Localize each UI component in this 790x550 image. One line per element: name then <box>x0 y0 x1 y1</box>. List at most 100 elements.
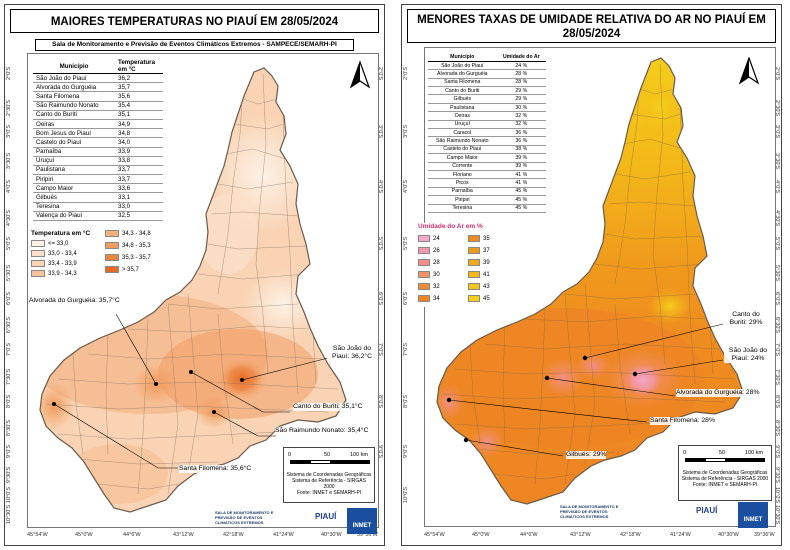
lon-label: 39°36'W <box>754 532 775 538</box>
cell-value: 35,6 <box>115 91 163 102</box>
legend-item: 32 <box>418 283 440 290</box>
column-header-umidade: Umidade do Ar <box>496 53 546 62</box>
legend-item: 45 <box>468 295 490 302</box>
cell-municipio: Bom Jesus do Piauí <box>33 128 115 139</box>
table-row: São Raimundo Nonato 36 % <box>428 136 546 146</box>
cell-municipio: Uruçuí <box>428 120 497 130</box>
table-row: Caracol 36 % <box>428 128 546 138</box>
legend-label: 28 <box>433 259 440 266</box>
legend-label: 34,3 - 34,8 <box>122 230 151 237</box>
legend-item: 30 <box>418 271 440 278</box>
legend-label: 24 <box>433 235 440 242</box>
lat-label: 3°30'S <box>6 153 12 170</box>
lat-label: 9°0'S <box>377 445 383 459</box>
lat-label: 3°0'S <box>6 125 12 139</box>
cell-municipio: Santa Filomena <box>33 91 115 102</box>
cell-municipio: São João do Piauí <box>33 73 115 84</box>
cell-municipio: Valença do Piauí <box>33 211 115 222</box>
cell-value: 41 % <box>496 178 546 188</box>
map-info-line: Sistema de Coordenadas Geográficas <box>682 470 768 476</box>
cell-value: 36,2 <box>115 73 163 84</box>
lat-label: 8°30'S <box>774 420 780 437</box>
cell-value: 33,1 <box>115 192 163 203</box>
table-row: Santa Filomena 28 % <box>428 78 546 88</box>
legend-label: 35 <box>483 235 490 242</box>
scale-tick: 100 km <box>745 450 764 456</box>
cell-municipio: São Raimundo Nonato <box>33 101 115 111</box>
north-arrow-icon <box>349 61 371 89</box>
cell-municipio: São Raimundo Nonato <box>428 136 497 146</box>
legend-item: 35,3 - 35,7 <box>105 254 151 261</box>
map-info-line: Sistema de Referência - SIRGAS 2000 <box>681 476 769 482</box>
cell-value: 33,6 <box>115 183 163 194</box>
lat-label: 4°0'S <box>774 180 780 194</box>
humidity-map-title: MENORES TAXAS DE UMIDADE RELATIVA DO AR … <box>407 9 776 43</box>
callout-sao-joao: São João do Piauí: 24% <box>724 347 772 363</box>
cell-value: 33,7 <box>115 165 163 176</box>
lat-label: 10°0'S <box>403 487 409 504</box>
legend-swatch <box>468 295 480 302</box>
table-row: Campo Maior 33,6 <box>33 183 163 194</box>
lon-label: 43°12'W <box>173 532 194 538</box>
lat-label: 8°0'S <box>774 395 780 409</box>
callout-canto: Canto do Buriti: 29% <box>724 311 768 327</box>
lat-label: 7°30'S <box>6 369 12 386</box>
scale-legend: 0 50 100 km Sistema de Coordenadas Geogr… <box>678 445 772 501</box>
table-row: Alvorada do Gurguéia 28 % <box>428 69 546 79</box>
cell-value: 34,9 <box>115 119 163 130</box>
cell-municipio: Oeiras <box>33 119 115 130</box>
legend-item: 26 <box>418 247 440 254</box>
table-row: Alvorada do Gurguéia 35,7 <box>33 82 163 93</box>
sala-logo-line: SALA DE MONITORAMENTO E <box>215 510 274 515</box>
legend-label: 33,0 - 33,4 <box>48 250 77 257</box>
cell-value: 33,8 <box>115 156 163 166</box>
legend-label: <= 33,0 <box>48 240 69 247</box>
callout-alvorada: Alvorada do Gurguéia: 28% <box>676 389 760 397</box>
sala-logo-line: PREVISÃO DE EVENTOS <box>560 509 608 514</box>
scale-bar <box>685 458 765 462</box>
lat-label: 8°0'S <box>377 395 383 409</box>
lon-label: 40°30'W <box>321 532 342 538</box>
humidity-legend: Umidade do Ar em % 24 26 28 30 32 34 35 … <box>418 223 508 307</box>
legend-swatch <box>418 283 430 290</box>
cell-value: 36 % <box>496 128 546 138</box>
lat-label: 4°30'S <box>6 210 12 227</box>
cell-value: 39 % <box>496 162 546 171</box>
cell-value: 35,1 <box>115 110 163 120</box>
legend-swatch <box>418 247 430 254</box>
cell-value: 28 % <box>496 69 546 79</box>
legend-label: 33,9 - 34,3 <box>48 270 77 277</box>
cell-value: 35,7 <box>115 82 163 93</box>
lon-label: 45°54'W <box>424 532 445 538</box>
lat-label: 5°30'S <box>774 265 780 282</box>
lat-label: 10°0'S <box>774 487 780 504</box>
legend-swatch <box>468 283 480 290</box>
piaui-logo: PIAUÍ <box>315 512 337 521</box>
lat-label: 6°30'S <box>6 317 12 334</box>
lat-label: 4°0'S <box>403 180 409 194</box>
lon-label: 44°6'W <box>520 532 538 538</box>
temperature-panel: MAIORES TEMPERATURAS NO PIAUÍ EM 28/05/2… <box>4 4 385 546</box>
cell-value: 33,0 <box>115 202 163 212</box>
cell-value: 28 % <box>496 78 546 88</box>
cell-value: 32,5 <box>115 211 163 222</box>
north-arrow-icon <box>738 57 760 85</box>
lat-label: 2°0'S <box>6 67 12 81</box>
table-row: Uruçuí 33,8 <box>33 156 163 166</box>
lat-label: 3°30'S <box>774 153 780 170</box>
cell-municipio: Paulistana <box>33 165 115 176</box>
legend-swatch <box>31 240 45 247</box>
cell-municipio: Campo Maior <box>428 153 497 163</box>
lat-label: 9°0'S <box>403 445 409 459</box>
callout-sao-joao: São João do Piauí: 36,2°C <box>327 345 377 361</box>
inmet-logo: INMET <box>347 508 377 534</box>
table-row: Santa Filomena 35,6 <box>33 91 163 102</box>
legend-swatch <box>418 235 430 242</box>
temperature-legend: Temperatura em °C <= 33,0 33,0 - 33,4 33… <box>31 230 165 278</box>
lon-label: 42°18'W <box>620 532 641 538</box>
legend-swatch <box>468 271 480 278</box>
cell-value: 29 % <box>496 86 546 96</box>
sala-logo-line: CLIMÁTICOS EXTREMOS <box>560 514 609 519</box>
cell-municipio: Santa Filomena <box>428 78 497 88</box>
cell-municipio: Paulistana <box>428 103 497 113</box>
